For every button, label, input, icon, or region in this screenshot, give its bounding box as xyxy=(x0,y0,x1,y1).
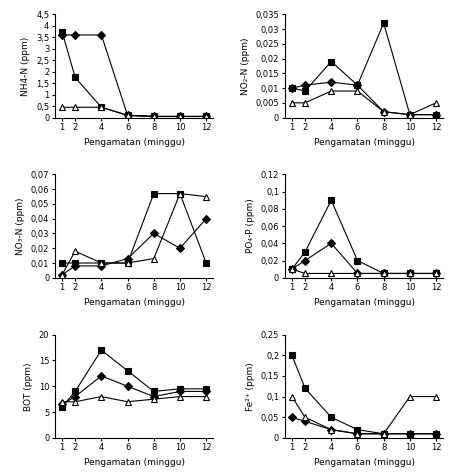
X-axis label: Pengamatan (minggu): Pengamatan (minggu) xyxy=(314,458,414,467)
Y-axis label: Fe²⁺ (ppm): Fe²⁺ (ppm) xyxy=(246,362,255,411)
X-axis label: Pengamatan (minggu): Pengamatan (minggu) xyxy=(84,138,185,147)
Y-axis label: NO₂-N (ppm): NO₂-N (ppm) xyxy=(241,37,250,95)
Y-axis label: BOT (ppm): BOT (ppm) xyxy=(24,362,33,410)
X-axis label: Pengamatan (minggu): Pengamatan (minggu) xyxy=(314,138,414,147)
X-axis label: Pengamatan (minggu): Pengamatan (minggu) xyxy=(84,458,185,467)
Y-axis label: PO₄-P (ppm): PO₄-P (ppm) xyxy=(246,198,255,254)
X-axis label: Pengamatan (minggu): Pengamatan (minggu) xyxy=(314,298,414,307)
Y-axis label: NH4-N (ppm): NH4-N (ppm) xyxy=(21,36,31,96)
X-axis label: Pengamatan (minggu): Pengamatan (minggu) xyxy=(84,298,185,307)
Y-axis label: NO₃-N (ppm): NO₃-N (ppm) xyxy=(16,198,25,255)
